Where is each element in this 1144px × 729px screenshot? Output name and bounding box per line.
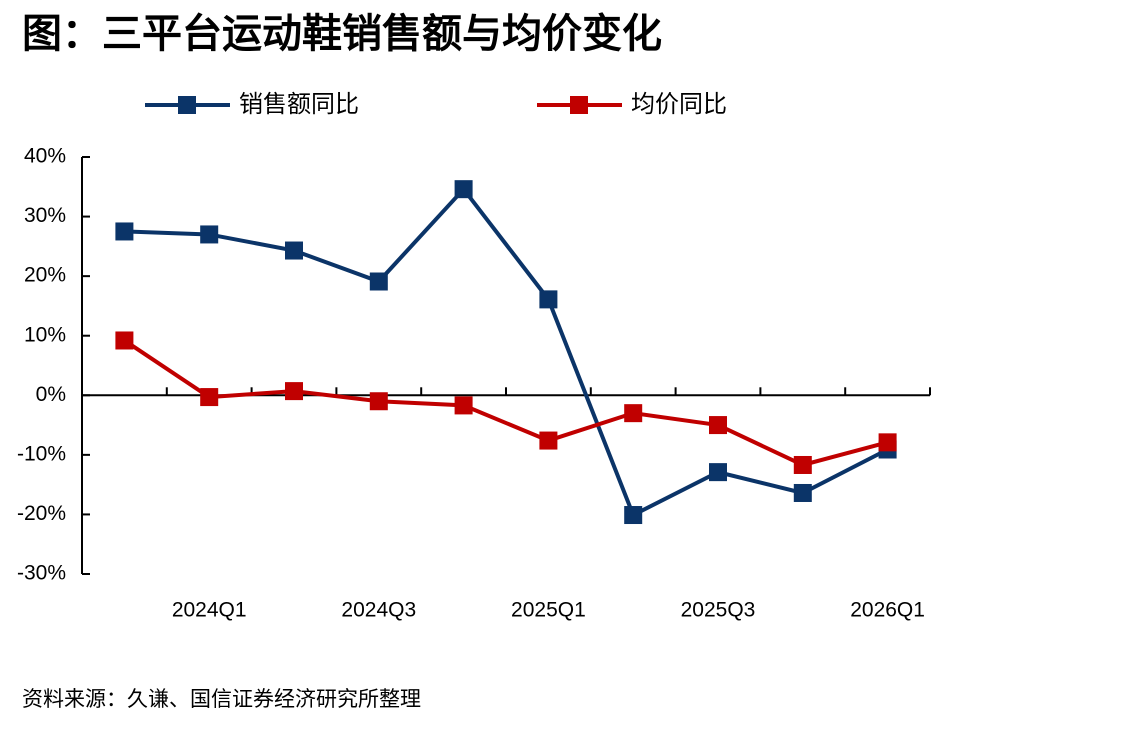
y-tick-label: 10% bbox=[24, 323, 66, 346]
marker bbox=[793, 455, 812, 474]
y-tick-label: -20% bbox=[17, 502, 66, 525]
legend-marker bbox=[178, 96, 196, 114]
marker bbox=[454, 396, 473, 415]
legend-label: 均价同比 bbox=[631, 90, 727, 118]
y-tick-label: 30% bbox=[24, 204, 66, 227]
x-tick-label: 2024Q3 bbox=[341, 599, 416, 622]
source-note: 资料来源：久谦、国信证券经济研究所整理 bbox=[22, 687, 421, 711]
marker bbox=[200, 225, 219, 244]
y-tick-label: 0% bbox=[36, 383, 66, 406]
legend-marker bbox=[570, 96, 588, 114]
marker bbox=[878, 433, 897, 452]
marker bbox=[624, 404, 643, 423]
marker bbox=[793, 483, 812, 502]
marker bbox=[285, 241, 303, 260]
x-tick-label: 2025Q3 bbox=[681, 599, 756, 622]
marker bbox=[285, 382, 303, 401]
marker bbox=[539, 290, 558, 309]
y-tick-label: -10% bbox=[17, 442, 66, 465]
marker bbox=[369, 272, 388, 291]
y-tick-label: 20% bbox=[24, 264, 66, 287]
x-tick-label: 2025Q1 bbox=[511, 599, 586, 622]
marker bbox=[624, 506, 643, 525]
marker bbox=[115, 222, 134, 241]
marker bbox=[115, 331, 134, 350]
y-tick-label: 40% bbox=[24, 145, 66, 168]
marker bbox=[539, 431, 558, 450]
series-line bbox=[124, 186, 889, 518]
marker bbox=[709, 463, 727, 482]
marker bbox=[454, 180, 473, 199]
x-tick-label: 2026Q1 bbox=[850, 599, 925, 622]
marker bbox=[200, 388, 219, 407]
legend-label: 销售额同比 bbox=[239, 90, 359, 118]
series-line bbox=[123, 338, 889, 468]
chart-title: 图：三平台运动鞋销售额与均价变化 bbox=[22, 11, 662, 57]
x-tick-label: 2024Q1 bbox=[172, 599, 247, 622]
y-tick-label: -30% bbox=[17, 562, 66, 585]
marker bbox=[709, 416, 727, 435]
marker bbox=[369, 392, 388, 411]
